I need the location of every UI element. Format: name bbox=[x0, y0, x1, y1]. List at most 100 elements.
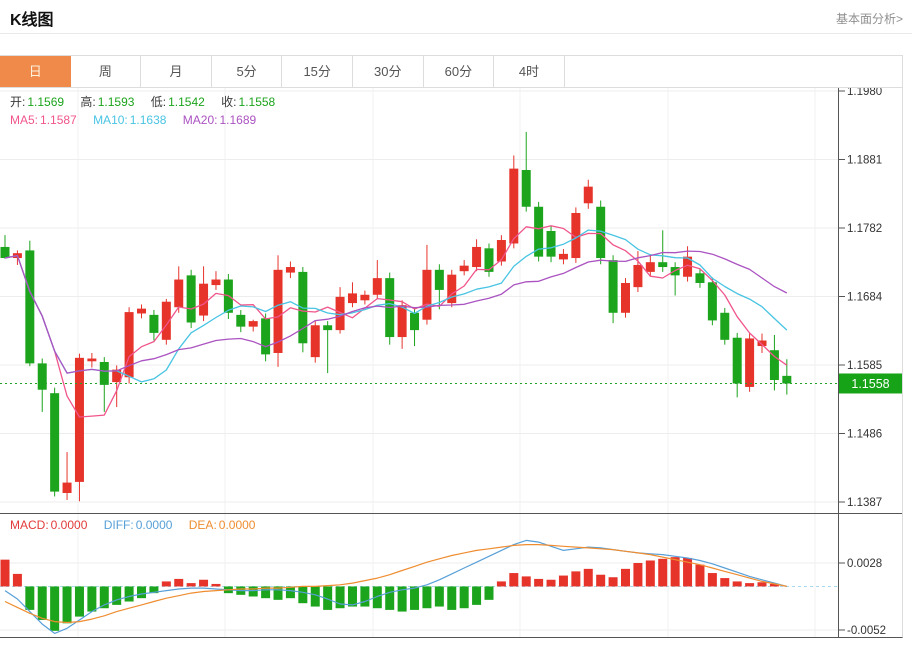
macd-bar bbox=[707, 573, 717, 587]
macd-bar bbox=[372, 586, 382, 609]
candle-body bbox=[534, 206, 544, 257]
macd-bar bbox=[583, 568, 593, 587]
candle-body bbox=[745, 338, 755, 387]
tab-day[interactable]: 日 bbox=[0, 56, 71, 87]
macd-bar bbox=[310, 586, 320, 607]
candle-body bbox=[459, 265, 469, 272]
macd-readout: MACD: 0.0000 DIFF: 0.0000 DEA: 0.0000 bbox=[10, 517, 268, 533]
tab-60min[interactable]: 60分 bbox=[424, 56, 495, 87]
macd-bar bbox=[757, 582, 767, 587]
ma10-label: MA10: bbox=[93, 113, 128, 127]
dea-line bbox=[4, 544, 787, 624]
macd-bar bbox=[87, 586, 97, 612]
macd-bar bbox=[596, 574, 606, 587]
candle-body bbox=[62, 482, 72, 493]
candle-body bbox=[112, 369, 122, 383]
price-tick-label: 1.1486 bbox=[847, 429, 882, 441]
candle-body bbox=[596, 206, 606, 259]
candle-body bbox=[732, 337, 742, 384]
macd-bar bbox=[323, 586, 333, 610]
candle-body bbox=[211, 279, 221, 286]
macd-bar bbox=[658, 558, 668, 587]
macd-bar bbox=[645, 560, 655, 587]
macd-bar bbox=[149, 586, 159, 594]
candle-body bbox=[521, 170, 531, 207]
macd-bar bbox=[521, 576, 531, 587]
macd-bar bbox=[161, 581, 171, 587]
price-tick-label: 1.1585 bbox=[847, 360, 882, 372]
candle-body bbox=[410, 312, 420, 331]
candle-body bbox=[174, 279, 184, 308]
macd-bar bbox=[558, 575, 568, 587]
candle-body bbox=[484, 248, 494, 272]
macd-bar bbox=[410, 586, 420, 610]
macd-bar bbox=[695, 564, 705, 587]
macd-bar bbox=[112, 586, 122, 605]
tab-week[interactable]: 周 bbox=[71, 56, 142, 87]
candle-body bbox=[707, 282, 717, 321]
high-value: 1.1593 bbox=[97, 95, 135, 109]
macd-tick-label: 0.0028 bbox=[847, 558, 882, 570]
candle-body bbox=[261, 318, 271, 355]
candle-body bbox=[769, 350, 779, 381]
candle-body bbox=[50, 393, 60, 492]
open-label: 开: bbox=[10, 95, 26, 109]
ohlc-readout: 开: 1.1569 高: 1.1593 低: 1.1542 收: 1.1558 bbox=[10, 94, 288, 110]
last-price-badge-label: 1.1558 bbox=[851, 377, 889, 391]
macd-bar bbox=[385, 586, 395, 610]
macd-bar bbox=[422, 586, 432, 609]
candle-body bbox=[546, 231, 556, 257]
macd-bar bbox=[248, 586, 258, 597]
macd-bar bbox=[683, 557, 693, 587]
macd-bar bbox=[347, 586, 357, 607]
macd-bar bbox=[335, 586, 345, 609]
tab-month[interactable]: 月 bbox=[141, 56, 212, 87]
macd-bar bbox=[273, 586, 283, 600]
ma10-line bbox=[4, 229, 788, 383]
tab-4hour[interactable]: 4时 bbox=[494, 56, 565, 87]
macd-bar bbox=[174, 578, 184, 587]
candle-body bbox=[74, 357, 84, 482]
macd-bar bbox=[37, 586, 47, 620]
candle-body bbox=[720, 312, 730, 340]
tab-15min[interactable]: 15分 bbox=[282, 56, 353, 87]
macd-bar bbox=[261, 586, 271, 599]
tab-30min[interactable]: 30分 bbox=[353, 56, 424, 87]
macd-bar bbox=[211, 583, 221, 587]
macd-bar bbox=[434, 586, 444, 607]
candle-body bbox=[509, 168, 519, 244]
macd-bar bbox=[459, 586, 469, 609]
close-label: 收: bbox=[221, 95, 237, 109]
candle-body bbox=[25, 250, 35, 364]
candle-body bbox=[360, 294, 370, 301]
candle-body bbox=[621, 282, 630, 313]
macd-tick-label: -0.0052 bbox=[847, 625, 886, 637]
tab-5min[interactable]: 5分 bbox=[212, 56, 283, 87]
ma20-label: MA20: bbox=[182, 113, 218, 127]
candle-body bbox=[199, 283, 209, 316]
dea-label: DEA: bbox=[188, 518, 217, 532]
candle-body bbox=[757, 340, 767, 347]
macd-bar bbox=[509, 573, 519, 587]
candle-body bbox=[683, 256, 693, 277]
fundamental-analysis-link[interactable]: 基本面分析> bbox=[835, 12, 903, 26]
candle-body bbox=[273, 269, 283, 353]
macd-bar bbox=[633, 563, 643, 587]
open-value: 1.1569 bbox=[27, 95, 65, 109]
candle-body bbox=[571, 212, 581, 259]
diff-label: DIFF: bbox=[103, 518, 134, 532]
candle-body bbox=[372, 278, 382, 295]
macd-bar bbox=[534, 578, 544, 587]
low-label: 低: bbox=[150, 95, 167, 109]
ma5-value: 1.1587 bbox=[40, 113, 77, 127]
macd-bar bbox=[62, 586, 72, 624]
candle-body bbox=[472, 246, 482, 268]
ma20-line bbox=[4, 250, 788, 374]
macd-bar bbox=[12, 573, 22, 587]
kline-macd-chart[interactable]: 1.1980 1.1881 1.1782 1.1684 1.1585 1.1486 1.13… bbox=[0, 88, 912, 645]
candle-body bbox=[0, 246, 10, 259]
header-divider bbox=[0, 33, 912, 34]
macd-bar bbox=[670, 557, 680, 587]
macd-bar bbox=[571, 571, 581, 587]
candle-body bbox=[434, 269, 444, 290]
